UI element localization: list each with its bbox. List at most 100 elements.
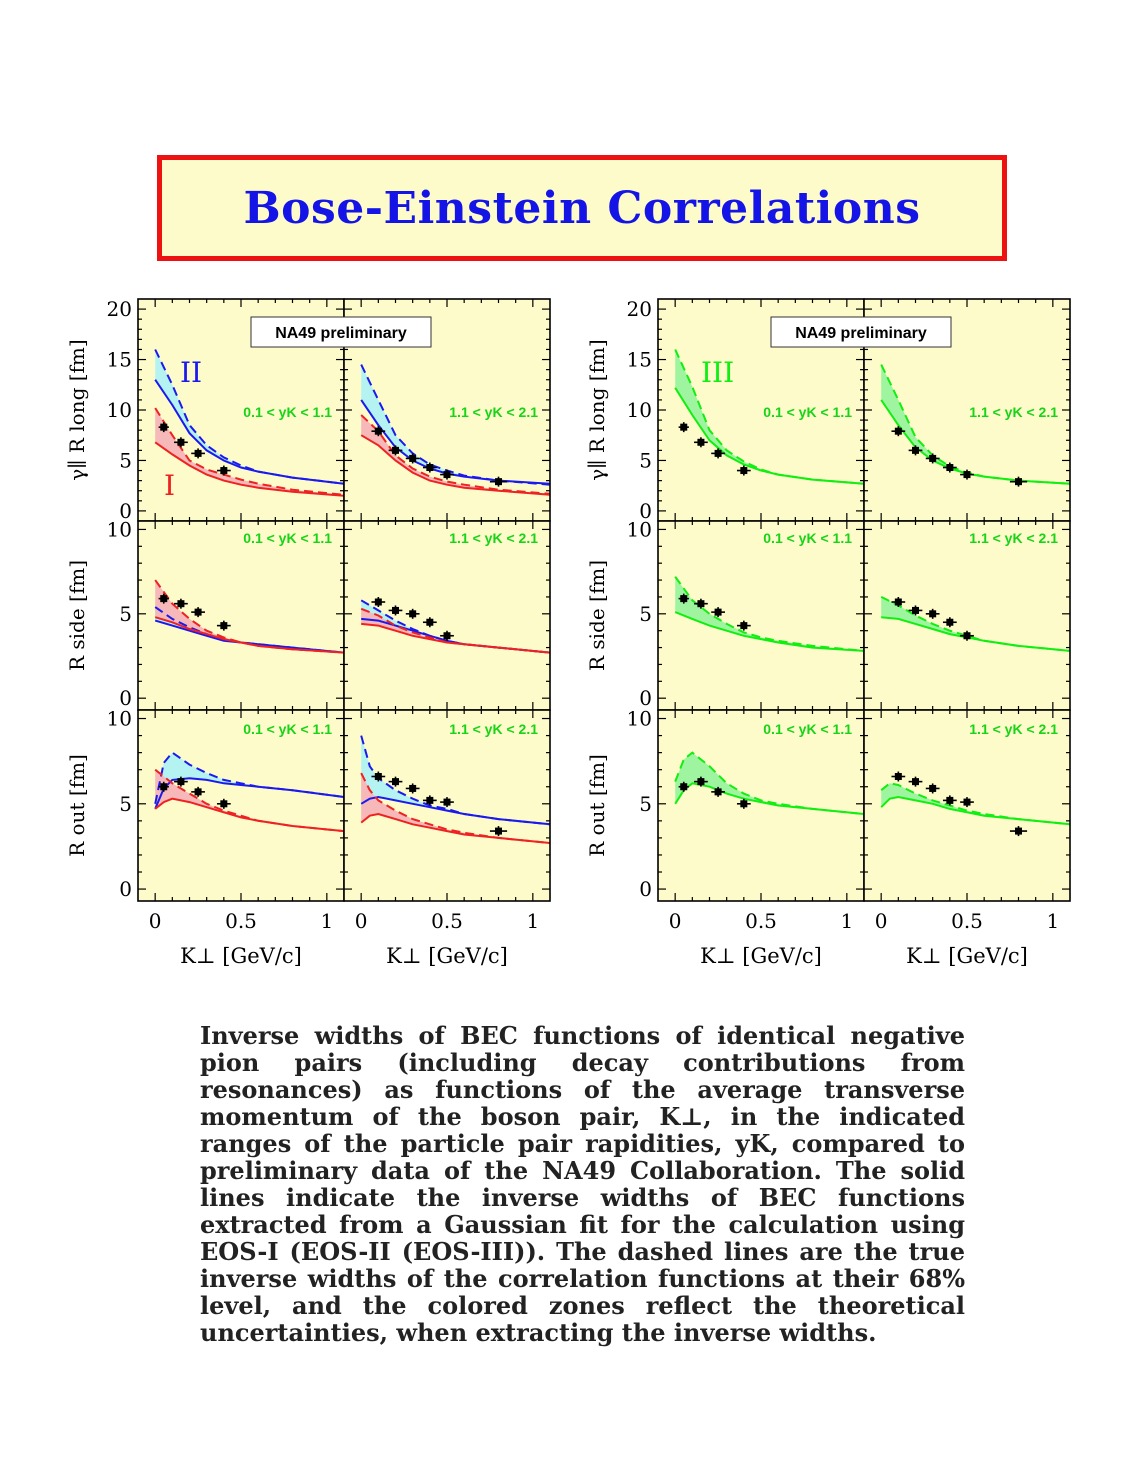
dashed-line-eos-ii — [154, 349, 344, 485]
rapidity-range-label: 0.1 < yK < 1.1 — [243, 404, 332, 420]
dashed-line-eos-i — [360, 607, 550, 654]
panel-plot-area — [880, 596, 1070, 652]
data-point — [374, 427, 382, 435]
rapidity-range-label: 1.1 < yK < 2.1 — [969, 404, 1058, 420]
data-point — [392, 778, 399, 786]
rapidity-range-label: 0.1 < yK < 1.1 — [763, 721, 852, 737]
data-point — [912, 778, 919, 786]
dashed-line-eos-i — [154, 579, 344, 654]
panel-plot-area — [880, 771, 1070, 837]
y-tick-label: 5 — [639, 602, 652, 626]
y-tick-label: 0 — [119, 499, 132, 523]
curve-label-eos-ii: II — [180, 356, 202, 389]
solid-line-eos-i — [360, 434, 550, 496]
x-axis-label: K⊥ [GeV/c] — [906, 944, 1028, 968]
panel-plot-area — [154, 751, 344, 833]
dashed-line-eos-ii — [154, 751, 344, 805]
y-tick-label: 0 — [639, 686, 652, 710]
data-point — [220, 800, 228, 808]
panel-plot-area — [360, 364, 550, 496]
y-tick-label: 0 — [119, 877, 132, 901]
title-banner: Bose-Einstein Correlations — [157, 155, 1007, 261]
y-tick-label: 10 — [107, 707, 132, 731]
data-point — [392, 446, 399, 454]
data-point — [374, 773, 382, 781]
data-point — [495, 478, 502, 486]
panel-plot-area — [880, 364, 1070, 487]
data-point — [740, 467, 748, 475]
panel-r3c1: 0.1 < yK < 1.1 0 5 10 0 0.5 1 K⊥ [GeV/c] — [107, 707, 345, 968]
panel-plot-area — [674, 349, 864, 485]
y-tick-label: 5 — [639, 792, 652, 816]
rapidity-range-label: 0.1 < yK < 1.1 — [243, 721, 332, 737]
data-point — [894, 598, 902, 606]
data-point — [392, 606, 399, 614]
y-axis-label: R side [fm] — [585, 560, 609, 671]
data-point — [1015, 478, 1022, 486]
x-tick-label: 1 — [526, 909, 539, 933]
page-title: Bose-Einstein Correlations — [243, 182, 921, 234]
x-tick-label: 0.5 — [951, 909, 983, 933]
rapidity-range-label: 0.1 < yK < 1.1 — [763, 404, 852, 420]
na49-badge — [250, 316, 432, 348]
panel-r2c2: 1.1 < yK < 2.1 — [863, 520, 1071, 711]
x-tick-label: 0 — [669, 909, 682, 933]
data-point — [714, 788, 722, 796]
data-point — [946, 796, 954, 804]
dashed-line-eos-iii — [880, 364, 1070, 485]
na49-badge-text: NA49 preliminary — [275, 325, 407, 342]
data-point — [409, 784, 417, 792]
y-tick-label: 0 — [639, 499, 652, 523]
dashed-line-eos-ii — [360, 599, 550, 654]
data-point — [963, 798, 971, 806]
na49-badge-text: NA49 preliminary — [795, 325, 927, 342]
data-point — [714, 449, 722, 457]
data-point — [409, 610, 417, 618]
solid-line-eos-i — [154, 616, 344, 654]
uncertainty-band-eos-ii — [361, 364, 550, 485]
data-point — [177, 778, 185, 786]
x-axis-label: K⊥ [GeV/c] — [700, 944, 822, 968]
data-point — [443, 471, 451, 479]
solid-line-eos-iii — [881, 616, 1070, 652]
y-tick-label: 0 — [639, 877, 652, 901]
data-point — [929, 784, 937, 792]
data-point — [697, 600, 705, 608]
dashed-line-eos-i — [154, 768, 344, 833]
panel-r3c1: 0.1 < yK < 1.1 0 5 10 0 0.5 1 K⊥ [GeV/c] — [627, 707, 865, 968]
data-point — [443, 632, 451, 640]
panel-plot-area — [674, 751, 864, 815]
uncertainty-band-eos-iii — [675, 349, 864, 484]
y-tick-label: 15 — [627, 348, 652, 372]
y-axis-label: γ∥ R long [fm] — [585, 339, 609, 480]
solid-line-eos-iii — [674, 387, 864, 485]
panel-r2c1: 0.1 < yK < 1.1 0 5 10 — [107, 517, 345, 711]
data-point — [194, 449, 202, 457]
x-axis-label: K⊥ [GeV/c] — [180, 944, 302, 968]
y-tick-label: 15 — [107, 348, 132, 372]
data-point — [426, 796, 434, 804]
dashed-line-eos-iii — [880, 782, 1070, 826]
data-point — [426, 464, 434, 472]
y-tick-label: 20 — [107, 297, 132, 321]
data-point — [680, 783, 688, 791]
y-tick-label: 5 — [119, 792, 132, 816]
data-point — [912, 446, 919, 454]
data-point — [740, 622, 748, 630]
na49-badge — [770, 316, 952, 348]
dashed-line-eos-iii — [674, 349, 864, 485]
solid-line-eos-i — [154, 441, 344, 497]
panel-plot-area — [360, 597, 550, 654]
uncertainty-band-eos-ii — [155, 752, 344, 809]
x-tick-label: 0.5 — [431, 909, 463, 933]
y-axis-label: R out [fm] — [585, 754, 609, 857]
data-point — [912, 606, 919, 614]
data-point — [194, 788, 202, 796]
x-tick-label: 0 — [355, 909, 368, 933]
data-point — [929, 454, 937, 462]
panel-r2c2: 1.1 < yK < 2.1 — [343, 520, 551, 711]
uncertainty-band-eos-iii — [675, 752, 864, 814]
curve-label-eos-iii: III — [701, 356, 734, 389]
data-point — [946, 618, 954, 626]
